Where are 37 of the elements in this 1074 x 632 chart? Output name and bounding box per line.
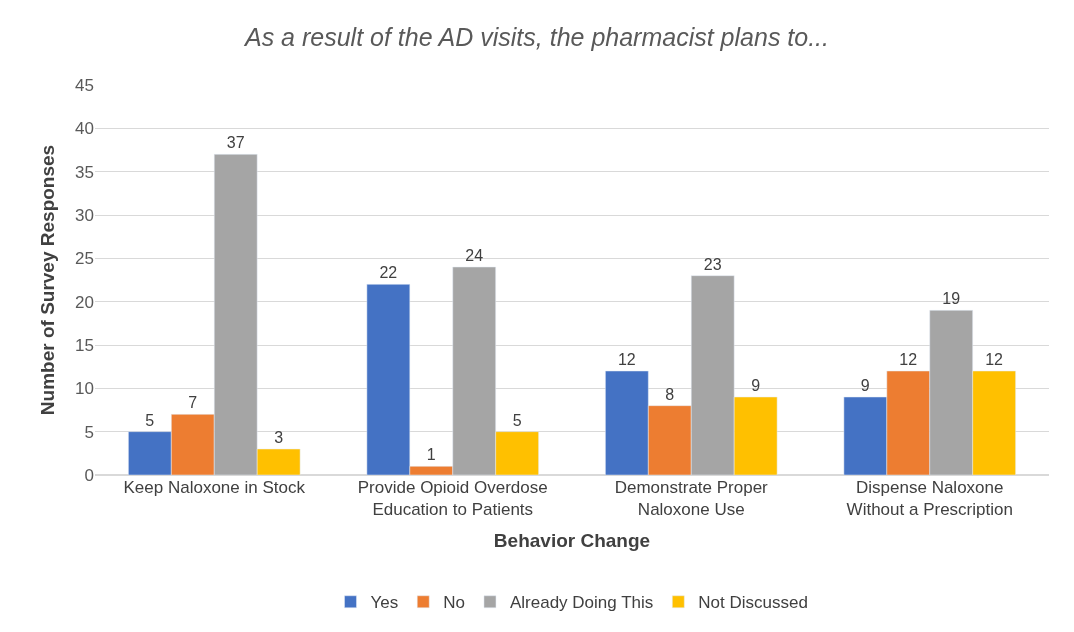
y-tick-label: 30 xyxy=(75,205,94,225)
data-label: 1 xyxy=(426,446,436,464)
data-label: 5 xyxy=(512,411,522,429)
data-label: 8 xyxy=(665,385,675,403)
y-tick-label: 25 xyxy=(75,249,94,269)
data-label: 9 xyxy=(751,377,761,394)
x-tick-label: Demonstrate Proper Naloxone Use xyxy=(614,478,769,520)
x-tick-label: Dispense Naloxone Without a Prescription xyxy=(846,478,1013,520)
legend-label: No xyxy=(443,593,465,613)
y-tick-label: 5 xyxy=(84,422,94,442)
y-tick-label: 45 xyxy=(75,75,94,95)
legend-label: Yes xyxy=(370,593,399,613)
y-tick-label: 20 xyxy=(75,292,94,312)
legend-label: Already Doing This xyxy=(509,593,654,613)
y-tick-label: 10 xyxy=(75,379,94,399)
x-tick-label: Provide Opioid Overdose Education to Patients xyxy=(357,478,548,520)
x-axis-title: Behavior Change xyxy=(493,529,651,551)
y-tick-label: 0 xyxy=(84,465,94,485)
legend-label: Not Discussed xyxy=(698,593,808,613)
y-tick-label: 15 xyxy=(75,335,94,355)
x-tick-label: Keep Naloxone in Stock xyxy=(123,478,306,497)
data-label: 12 xyxy=(617,351,636,368)
chart-title: As a result of the AD visits, the pharmacist plans to... xyxy=(242,22,830,51)
y-tick-label: 35 xyxy=(75,162,94,182)
data-label: 24 xyxy=(465,247,484,264)
data-label: 5 xyxy=(145,411,155,429)
y-tick-label: 40 xyxy=(75,119,94,139)
data-label: 23 xyxy=(703,255,722,273)
data-label: 12 xyxy=(985,351,1004,368)
data-label: 12 xyxy=(899,351,918,368)
data-label: 9 xyxy=(860,377,870,394)
data-label: 3 xyxy=(274,429,284,446)
y-axis-title: Number of Survey Responses xyxy=(36,144,58,416)
data-label: 22 xyxy=(379,264,398,282)
data-label: 37 xyxy=(226,134,245,152)
data-label: 19 xyxy=(942,290,961,308)
data-label: 7 xyxy=(188,394,198,412)
